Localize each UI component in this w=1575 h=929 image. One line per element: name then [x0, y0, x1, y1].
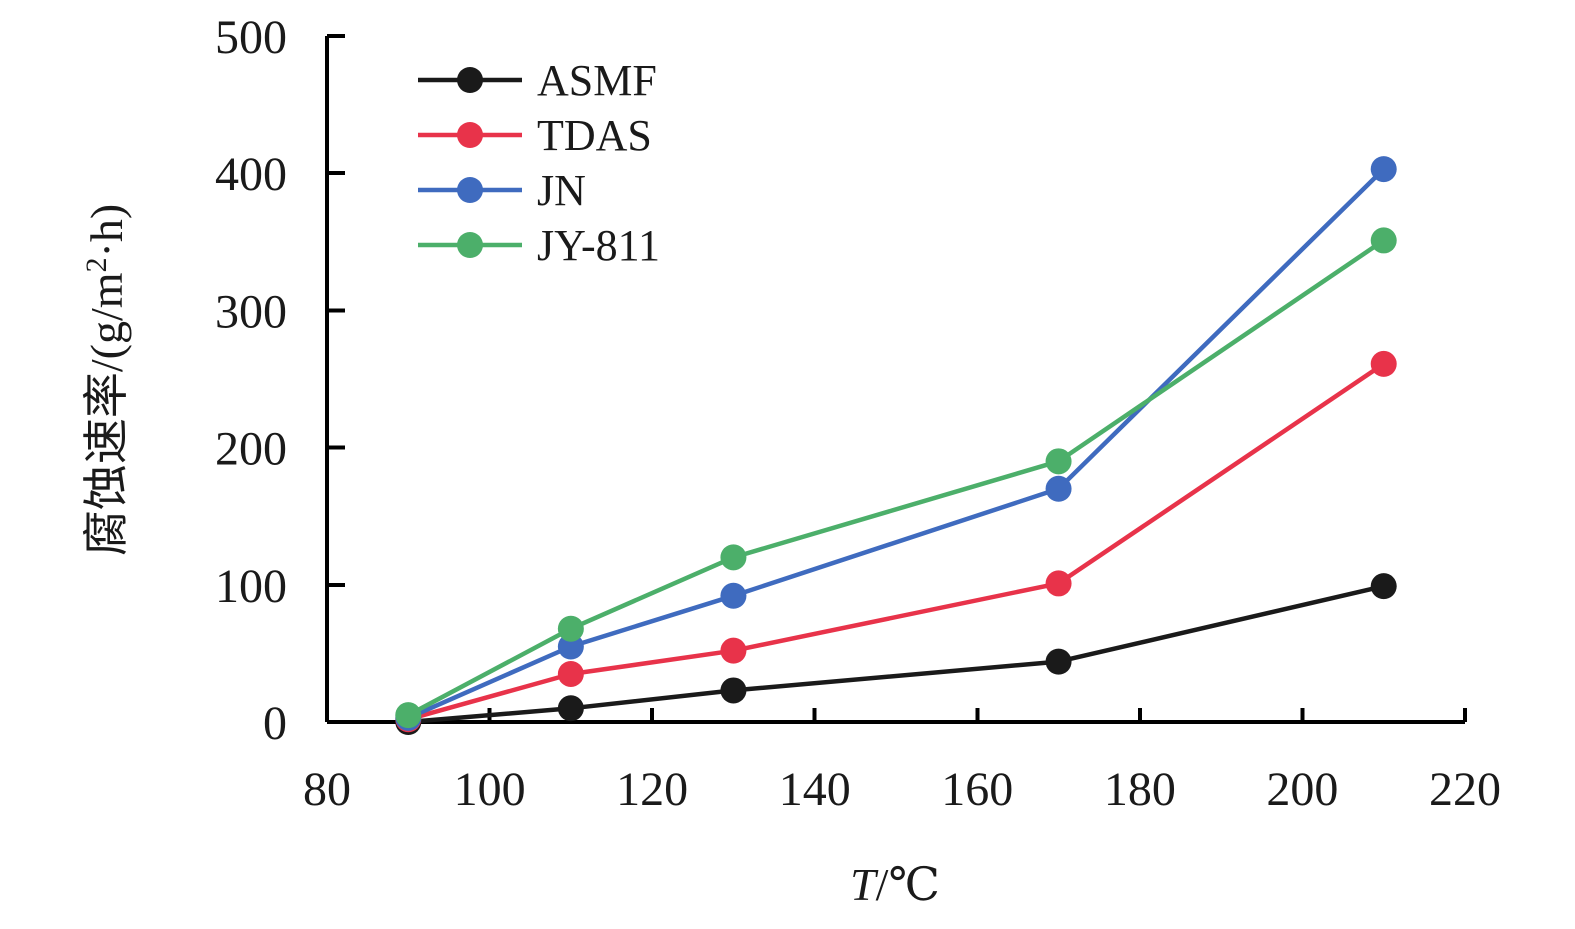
legend-item-jy-811: JY-811: [418, 221, 660, 270]
x-tick-label: 200: [1266, 763, 1338, 816]
y-axis-title-superscript: 2: [80, 257, 113, 272]
data-point-asmf: [720, 677, 747, 704]
series-jn: [395, 156, 1397, 731]
y-tick-label: 100: [215, 560, 287, 613]
data-point-jy-811: [557, 615, 584, 642]
x-tick-label: 180: [1104, 763, 1176, 816]
data-point-tdas: [1045, 570, 1072, 597]
x-tick-label: 140: [779, 763, 851, 816]
axes: [325, 36, 1465, 724]
x-tick-label: 160: [941, 763, 1013, 816]
data-point-jy-811: [720, 544, 747, 571]
y-axis-title: 腐蚀速率/(g/m2·h): [80, 204, 132, 556]
legend-label: TDAS: [537, 111, 652, 160]
y-tick-label: 400: [215, 148, 287, 201]
data-point-tdas: [720, 637, 747, 664]
x-ticks: 80 100 120 140 160 180 200 220: [303, 708, 1501, 816]
y-tick-label: 300: [215, 285, 287, 338]
legend-swatch-marker: [457, 122, 483, 148]
x-tick-label: 100: [454, 763, 526, 816]
data-point-jy-811: [1045, 448, 1072, 475]
x-axis-title-variable: T: [850, 859, 879, 910]
data-point-jn: [1370, 156, 1397, 183]
x-axis-title: T/℃: [850, 859, 940, 910]
y-tick-label: 200: [215, 423, 287, 476]
data-point-tdas: [1370, 350, 1397, 377]
data-point-jy-811: [1370, 227, 1397, 254]
data-point-asmf: [557, 695, 584, 722]
legend-item-tdas: TDAS: [418, 111, 652, 160]
y-tick-label: 0: [263, 697, 287, 750]
legend: ASMF TDAS JN JY-811: [418, 56, 660, 270]
legend-swatch-marker: [457, 67, 483, 93]
y-axis-title-end: ·h): [81, 204, 132, 258]
series-jy-811: [395, 227, 1397, 729]
x-tick-label: 80: [303, 763, 351, 816]
legend-label: ASMF: [537, 56, 657, 105]
y-tick-label: 500: [215, 11, 287, 64]
data-point-jn: [720, 582, 747, 609]
legend-item-asmf: ASMF: [418, 56, 657, 105]
data-point-jn: [1045, 475, 1072, 502]
y-ticks: 0 100 200 300 400 500: [215, 11, 345, 750]
series-layer: [395, 156, 1397, 735]
x-axis-title-unit: /℃: [876, 859, 940, 910]
data-point-tdas: [557, 660, 584, 687]
legend-label: JY-811: [537, 221, 660, 270]
data-point-jn: [557, 633, 584, 660]
legend-swatch-marker: [457, 232, 483, 258]
series-asmf: [395, 573, 1397, 735]
data-point-asmf: [1045, 648, 1072, 675]
data-point-jy-811: [395, 702, 422, 729]
legend-item-jn: JN: [418, 166, 586, 215]
y-axis-title-main: 腐蚀速率/(g/m: [81, 272, 132, 556]
legend-label: JN: [537, 166, 586, 215]
x-tick-label: 120: [616, 763, 688, 816]
legend-swatch-marker: [457, 177, 483, 203]
data-point-asmf: [1370, 573, 1397, 600]
x-tick-label: 220: [1429, 763, 1501, 816]
